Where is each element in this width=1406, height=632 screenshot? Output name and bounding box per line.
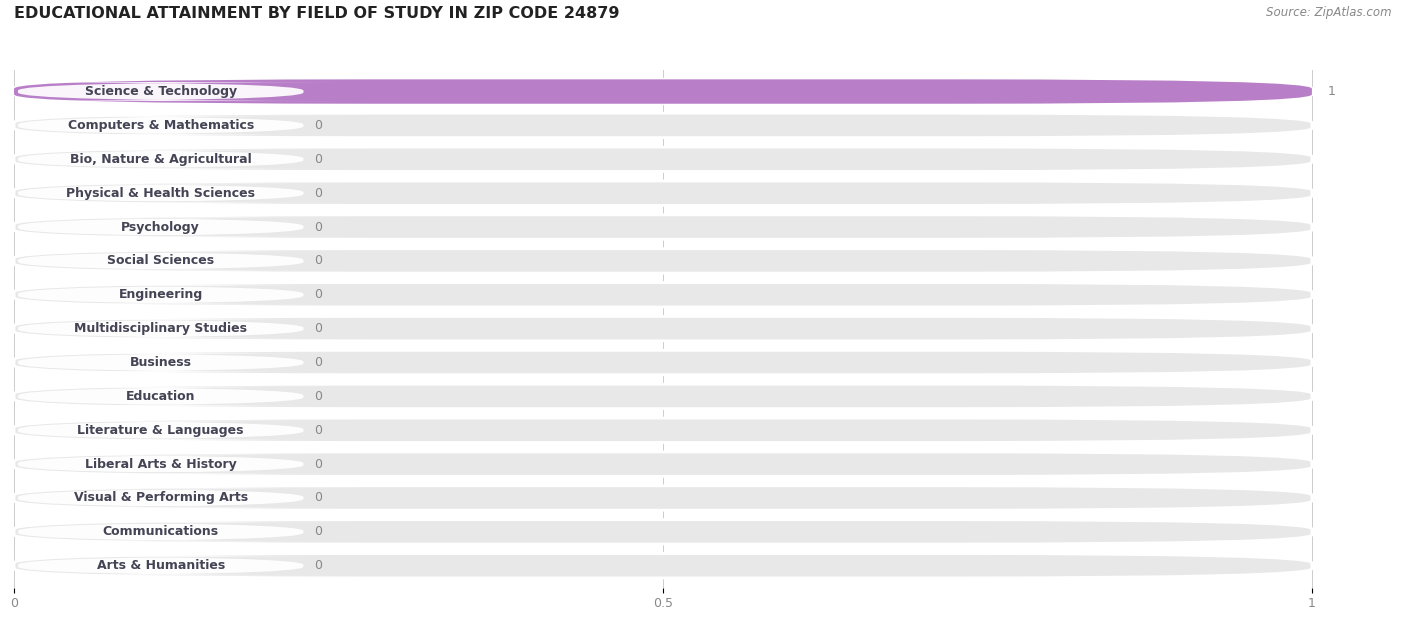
FancyBboxPatch shape [0, 319, 346, 338]
FancyBboxPatch shape [0, 82, 346, 101]
FancyBboxPatch shape [14, 418, 1312, 442]
FancyBboxPatch shape [0, 387, 346, 406]
Text: Communications: Communications [103, 525, 219, 538]
Text: 0: 0 [314, 186, 322, 200]
Text: Education: Education [127, 390, 195, 403]
Text: 0: 0 [314, 288, 322, 301]
Text: Bio, Nature & Agricultural: Bio, Nature & Agricultural [70, 153, 252, 166]
FancyBboxPatch shape [0, 285, 346, 304]
Text: Engineering: Engineering [118, 288, 202, 301]
FancyBboxPatch shape [14, 181, 1312, 205]
Text: 0: 0 [314, 423, 322, 437]
Text: 1: 1 [1327, 85, 1336, 98]
FancyBboxPatch shape [14, 452, 1312, 477]
Text: Business: Business [129, 356, 191, 369]
Text: Science & Technology: Science & Technology [84, 85, 236, 98]
FancyBboxPatch shape [0, 252, 346, 270]
Text: 0: 0 [314, 525, 322, 538]
Text: 0: 0 [314, 255, 322, 267]
FancyBboxPatch shape [0, 150, 346, 169]
Text: 0: 0 [314, 458, 322, 471]
Text: 0: 0 [314, 153, 322, 166]
FancyBboxPatch shape [14, 384, 1312, 408]
FancyBboxPatch shape [0, 217, 346, 236]
FancyBboxPatch shape [14, 520, 1312, 544]
Text: Arts & Humanities: Arts & Humanities [97, 559, 225, 572]
FancyBboxPatch shape [14, 249, 1312, 273]
Text: Liberal Arts & History: Liberal Arts & History [84, 458, 236, 471]
Text: 0: 0 [314, 356, 322, 369]
Text: Physical & Health Sciences: Physical & Health Sciences [66, 186, 256, 200]
Text: 0: 0 [314, 492, 322, 504]
Text: Social Sciences: Social Sciences [107, 255, 214, 267]
Text: 0: 0 [314, 322, 322, 335]
Text: Computers & Mathematics: Computers & Mathematics [67, 119, 254, 132]
FancyBboxPatch shape [0, 353, 346, 372]
FancyBboxPatch shape [0, 454, 346, 473]
FancyBboxPatch shape [14, 80, 1312, 104]
Text: Visual & Performing Arts: Visual & Performing Arts [73, 492, 247, 504]
Text: 0: 0 [314, 559, 322, 572]
Text: 0: 0 [314, 119, 322, 132]
Text: Multidisciplinary Studies: Multidisciplinary Studies [75, 322, 247, 335]
FancyBboxPatch shape [14, 350, 1312, 375]
Text: 0: 0 [314, 390, 322, 403]
FancyBboxPatch shape [0, 556, 346, 575]
FancyBboxPatch shape [0, 523, 346, 542]
FancyBboxPatch shape [0, 184, 346, 203]
Text: Source: ZipAtlas.com: Source: ZipAtlas.com [1267, 6, 1392, 20]
FancyBboxPatch shape [14, 147, 1312, 171]
FancyBboxPatch shape [14, 113, 1312, 138]
Text: Literature & Languages: Literature & Languages [77, 423, 245, 437]
FancyBboxPatch shape [14, 554, 1312, 578]
FancyBboxPatch shape [14, 486, 1312, 510]
FancyBboxPatch shape [0, 116, 346, 135]
FancyBboxPatch shape [14, 80, 1312, 104]
FancyBboxPatch shape [14, 215, 1312, 240]
FancyBboxPatch shape [14, 283, 1312, 307]
FancyBboxPatch shape [0, 489, 346, 507]
Text: 0: 0 [314, 221, 322, 234]
Text: EDUCATIONAL ATTAINMENT BY FIELD OF STUDY IN ZIP CODE 24879: EDUCATIONAL ATTAINMENT BY FIELD OF STUDY… [14, 6, 620, 21]
FancyBboxPatch shape [0, 421, 346, 440]
FancyBboxPatch shape [14, 317, 1312, 341]
Text: Psychology: Psychology [121, 221, 200, 234]
